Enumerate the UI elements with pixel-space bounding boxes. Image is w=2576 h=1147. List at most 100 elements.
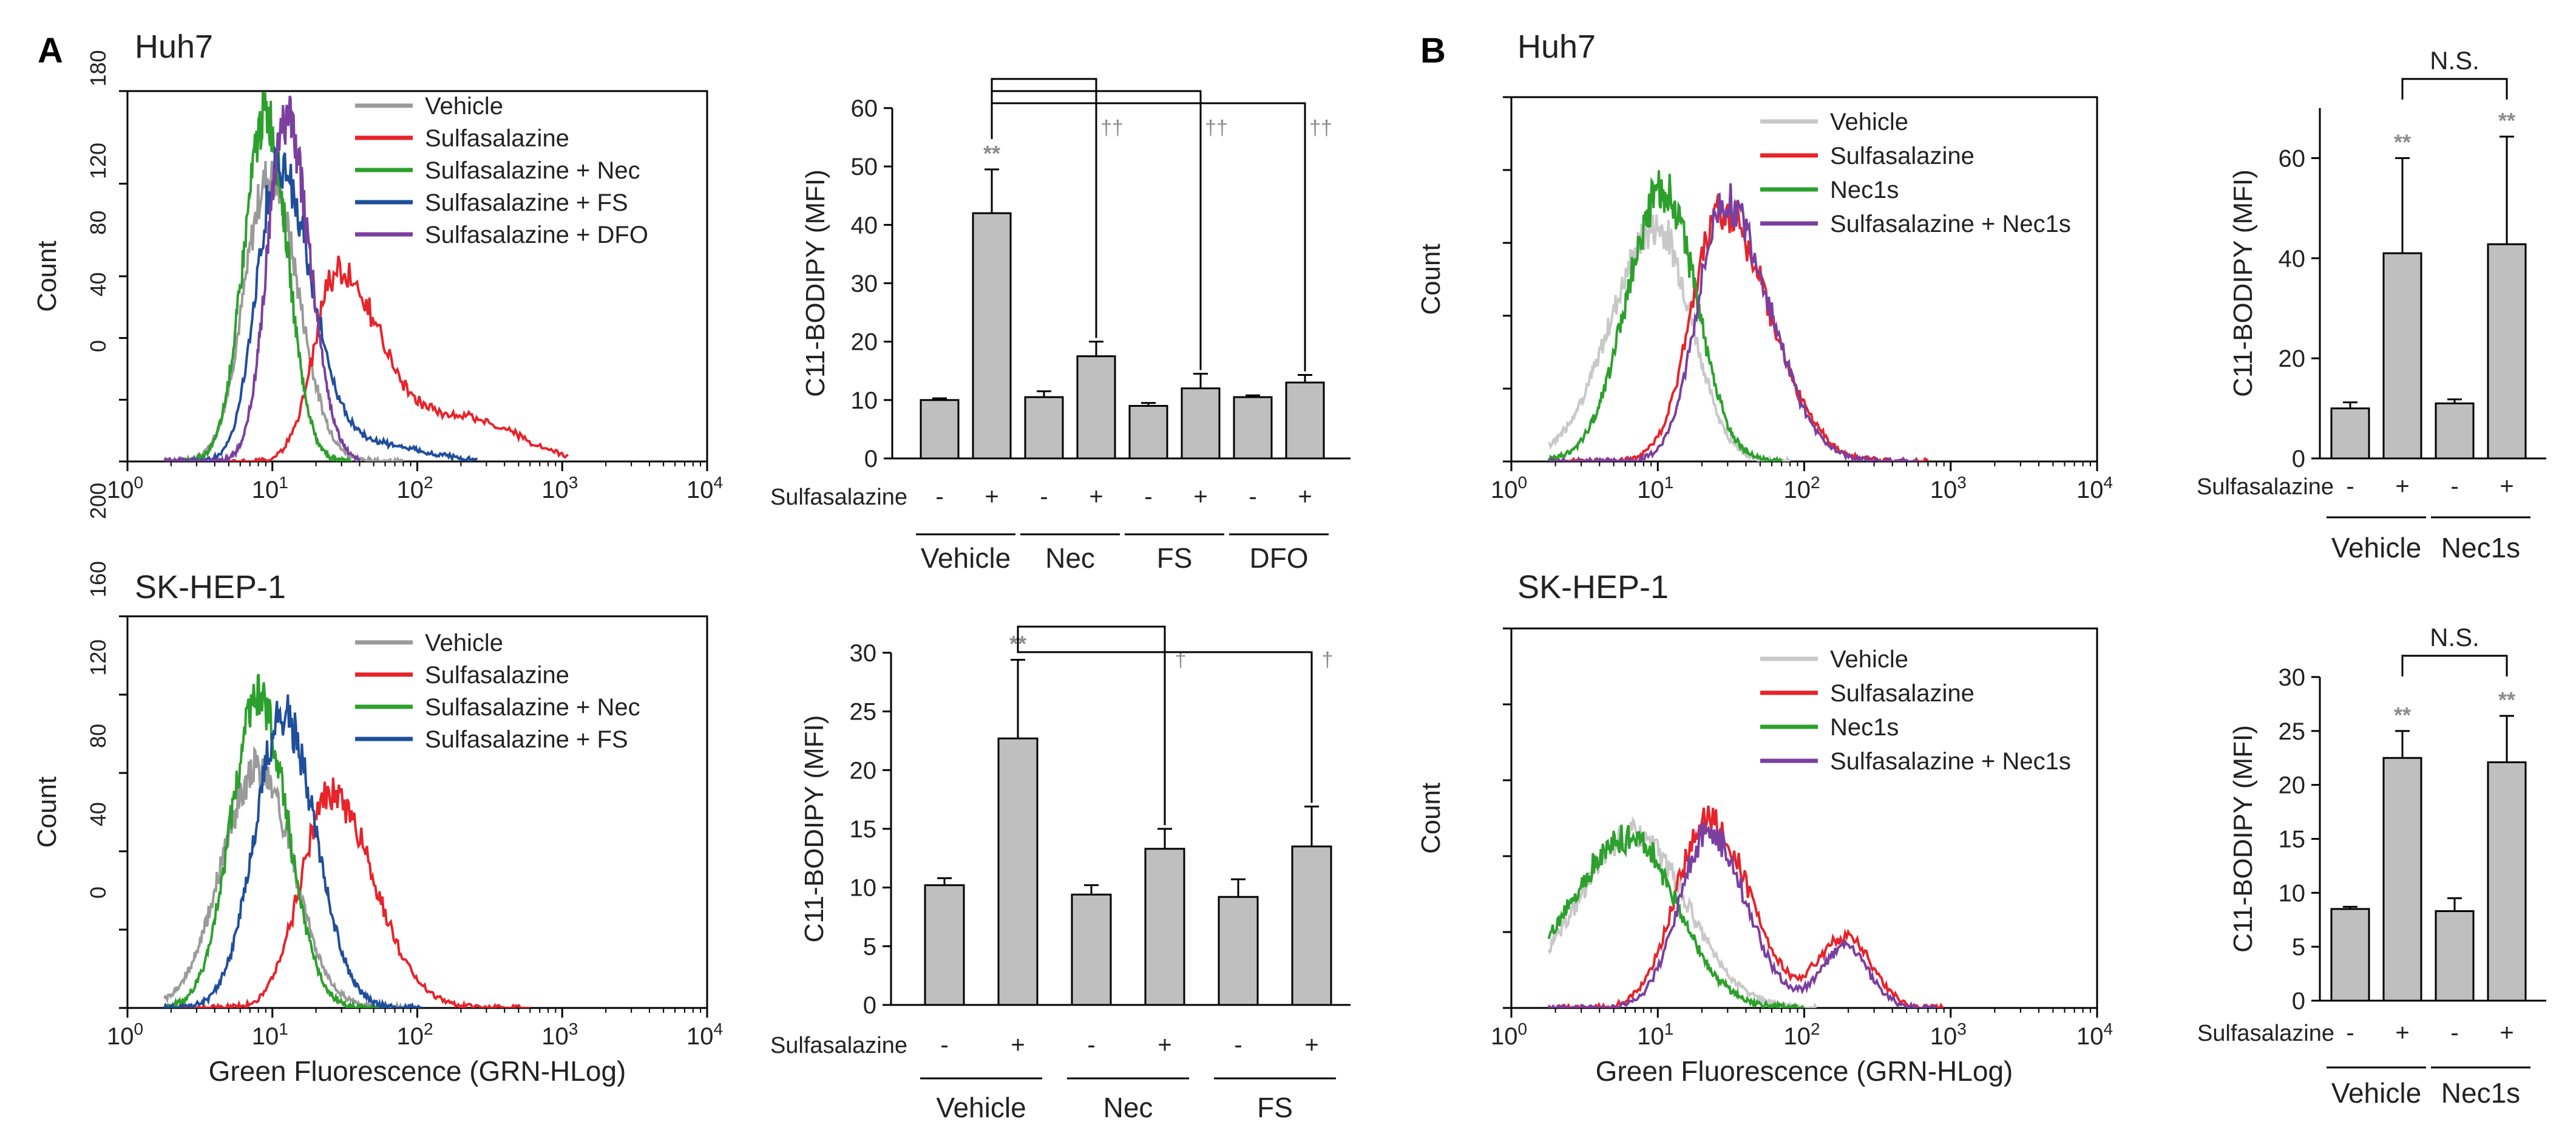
x-tick-base: 10 xyxy=(252,1023,279,1050)
histogram-B_sk_hist: SK-HEP-1Count040801201602001001011021031… xyxy=(1416,569,2113,1087)
bar xyxy=(2330,908,2370,1002)
x-tick-label: 103 xyxy=(541,473,578,503)
treatment-sign: + xyxy=(1304,1032,1318,1058)
y-tick-label: 5 xyxy=(863,933,876,960)
x-tick-exp: 4 xyxy=(2103,1019,2113,1038)
y-tick-label: 80 xyxy=(86,724,110,748)
x-tick-exp: 2 xyxy=(424,473,433,492)
x-tick-label: 102 xyxy=(396,1019,433,1050)
treatment-sign: - xyxy=(1040,483,1048,510)
y-tick-label: 0 xyxy=(86,340,110,352)
y-tick-label: 120 xyxy=(86,639,110,676)
bar xyxy=(1181,387,1221,460)
y-tick-label: 30 xyxy=(850,640,877,667)
treatment-sign: - xyxy=(1087,1032,1095,1058)
group-label: Nec1s xyxy=(2441,1077,2520,1109)
y-axis-label: Count xyxy=(1416,783,1446,854)
x-tick-exp: 1 xyxy=(279,473,288,492)
ns-bracket xyxy=(2401,78,2508,100)
significance-stars: ** xyxy=(2498,108,2515,133)
treatment-sign: + xyxy=(1089,483,1103,510)
y-tick-label: 25 xyxy=(2279,718,2306,745)
x-tick-label: 103 xyxy=(541,1019,578,1050)
bar xyxy=(1233,396,1273,460)
treatment-sign: - xyxy=(1144,483,1152,510)
series-line-sulfasalazine-nec xyxy=(163,673,387,1008)
x-tick-exp: 0 xyxy=(134,1019,143,1038)
bar xyxy=(1076,355,1116,460)
x-tick-exp: 3 xyxy=(569,473,578,492)
y-axis-label: Count xyxy=(32,240,62,311)
significance-stars: ** xyxy=(2394,703,2411,727)
legend-label: Sulfasalazine + Nec xyxy=(425,694,640,721)
series-line-sulfasalazine xyxy=(163,255,569,461)
significance-stars: ** xyxy=(2394,129,2411,154)
bar xyxy=(1144,848,1185,1006)
bar xyxy=(1218,896,1259,1006)
treatment-sign: - xyxy=(2346,473,2354,500)
y-tick-label: 80 xyxy=(86,211,110,235)
x-tick-exp: 3 xyxy=(569,1019,578,1038)
y-tick-label: 20 xyxy=(2279,772,2306,799)
y-tick-label: 180 xyxy=(86,50,110,86)
legend-label: Sulfasalazine + Nec xyxy=(425,157,640,184)
y-tick-label: 0 xyxy=(864,446,878,472)
x-tick-label: 104 xyxy=(686,1019,723,1050)
x-tick-label: 101 xyxy=(252,473,288,503)
histogram-A_huh7_hist: Huh7Count04080120180240100101102103104Ve… xyxy=(32,29,723,503)
treatment-sign: + xyxy=(985,483,998,510)
ns-label: N.S. xyxy=(2430,623,2479,652)
legend-label: Sulfasalazine + FS xyxy=(425,189,628,216)
x-tick-label: 101 xyxy=(1637,473,1673,503)
y-tick-label: 120 xyxy=(86,143,110,179)
series-line-sulfasalazine xyxy=(164,777,530,1008)
bar xyxy=(920,399,960,460)
charts-layer: Huh7Count04080120180240100101102103104Ve… xyxy=(32,29,2546,1123)
treatment-sign: - xyxy=(2450,1019,2458,1046)
x-tick-exp: 2 xyxy=(1811,1019,1820,1038)
y-tick-label: 40 xyxy=(86,272,110,296)
treatment-sign: + xyxy=(1298,483,1312,510)
x-tick-exp: 3 xyxy=(1957,473,1967,492)
x-tick-label: 104 xyxy=(686,473,723,503)
x-tick-exp: 2 xyxy=(424,1019,433,1038)
x-tick-label: 102 xyxy=(396,473,433,503)
x-tick-label: 104 xyxy=(2076,1019,2113,1050)
treatment-sign: + xyxy=(2395,473,2409,500)
x-tick-label: 104 xyxy=(2076,473,2113,503)
treatment-sign: - xyxy=(2346,1019,2354,1046)
y-axis-label: C11-BODIPY (MFI) xyxy=(2228,725,2258,953)
x-tick-base: 10 xyxy=(107,477,134,503)
group-label: FS xyxy=(1257,1092,1293,1123)
series-line-sulfasalazine-nec1s xyxy=(1548,183,1919,461)
group-label: FS xyxy=(1157,542,1193,574)
series-line-nec1s xyxy=(1547,825,1805,1008)
bar xyxy=(2330,407,2370,460)
bar-chart-B_sk_bar: C11-BODIPY (MFI) 0 5 10 15 20 25 30 ** ** N.S. Sulf… xyxy=(2197,623,2546,1109)
treatment-sign: + xyxy=(2500,1019,2513,1046)
legend-label: Nec1s xyxy=(1830,714,1899,741)
x-tick-base: 10 xyxy=(1783,1023,1811,1050)
sulfasalazine-row-label: Sulfasalazine xyxy=(770,1033,907,1058)
group-label: Vehicle xyxy=(2331,1077,2421,1109)
y-tick-label: 40 xyxy=(2279,245,2306,272)
x-tick-base: 10 xyxy=(1637,1023,1664,1050)
x-tick-base: 10 xyxy=(1491,1023,1518,1050)
legend-label: Sulfasalazine + FS xyxy=(425,726,628,753)
dagger-label: †† xyxy=(1205,117,1228,140)
ns-label: N.S. xyxy=(2430,46,2479,75)
x-tick-base: 10 xyxy=(1930,1023,1957,1050)
dagger-label: †† xyxy=(1309,117,1332,140)
bar xyxy=(2487,761,2527,1002)
x-tick-exp: 2 xyxy=(1811,473,1820,492)
legend-label: Sulfasalazine + DFO xyxy=(425,222,648,248)
bar xyxy=(2435,402,2475,460)
dagger-label: † xyxy=(1175,648,1187,672)
legend-label: Sulfasalazine xyxy=(1830,680,1974,707)
y-axis-label: C11-BODIPY (MFI) xyxy=(799,715,829,943)
x-tick-base: 10 xyxy=(1930,477,1957,503)
legend-label: Sulfasalazine + Nec1s xyxy=(1830,748,2071,775)
plot-frame xyxy=(126,615,708,1009)
